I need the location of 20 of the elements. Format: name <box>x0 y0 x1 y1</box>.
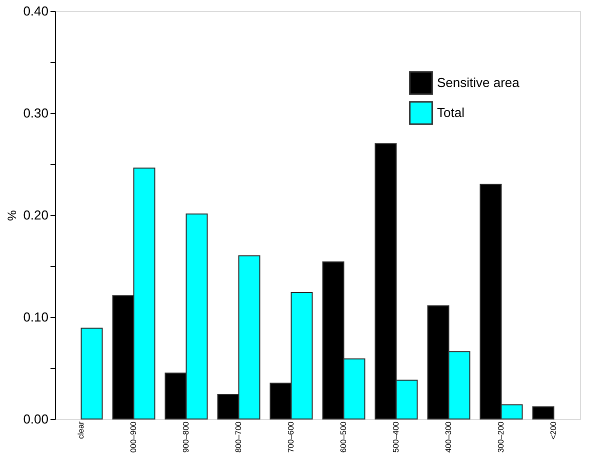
legend-label: Sensitive area <box>437 75 520 90</box>
x-tick-label: 900–800 <box>181 420 190 453</box>
y-tick-label: 0.20 <box>23 208 48 222</box>
x-tick-label: 600–500 <box>338 420 348 453</box>
x-tick-label: <200 <box>548 420 558 440</box>
y-tick-label: 0.30 <box>23 106 48 120</box>
x-tick-label: 300–200 <box>496 420 506 453</box>
y-tick-label: 0.00 <box>23 412 48 426</box>
x-tick-label: 800–700 <box>234 420 243 453</box>
x-tick-label: 500–400 <box>391 420 400 453</box>
bar <box>80 328 103 420</box>
y-tick-label: 0.40 <box>23 4 48 18</box>
legend-label: Total <box>437 105 465 120</box>
y-tick-label: 0.10 <box>23 310 48 324</box>
x-tick-label: 700–600 <box>286 420 296 453</box>
x-tick-label: 400–300 <box>444 420 453 453</box>
x-tick-label: clear <box>76 421 86 439</box>
bar <box>532 406 554 420</box>
y-axis-title: % <box>5 210 20 221</box>
x-tick-label: 000–900 <box>128 420 138 453</box>
